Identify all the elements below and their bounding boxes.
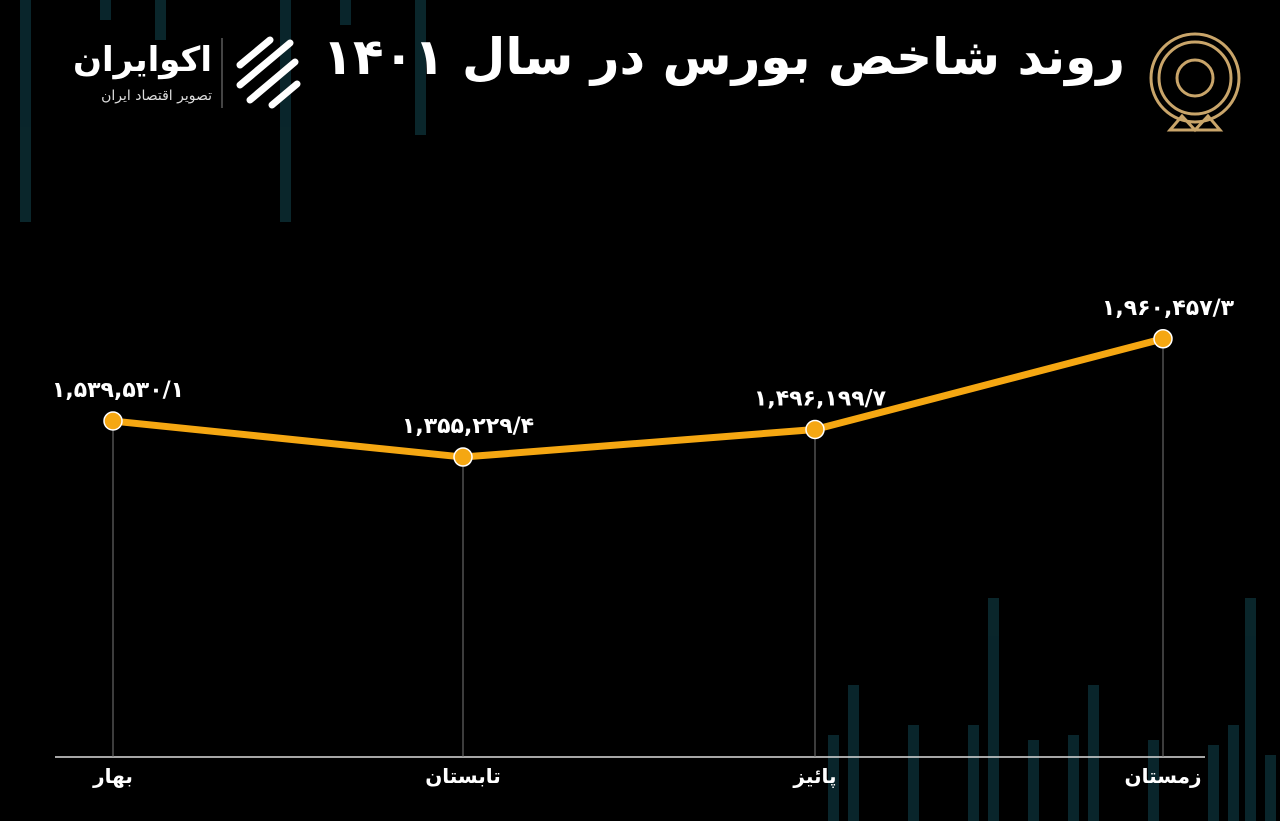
value-label: ۱,۳۵۵,۲۲۹/۴ (402, 414, 534, 439)
x-tick-label: بهار (92, 764, 133, 788)
point (103, 411, 123, 431)
background-decoration (20, 0, 1276, 821)
x-tick-label: پائیز (792, 764, 836, 789)
value-label: ۱,۵۳۹,۵۳۰/۱ (52, 378, 184, 403)
point (1153, 329, 1173, 349)
x-tick-label: تابستان (425, 764, 501, 788)
point (805, 419, 825, 440)
logo-emblem (1149, 32, 1241, 133)
value-label: ۱,۹۶۰,۴۵۷/۳ (1102, 296, 1235, 321)
title: روند شاخص بورس در سال ۱۴۰۱ (322, 28, 1126, 86)
point (453, 447, 473, 467)
tagline: تصویر اقتصاد ایران (101, 88, 212, 104)
brand: اکوایران (73, 40, 212, 80)
brand-icon (236, 36, 301, 109)
value-label: ۱,۴۹۶,۱۹۹/۷ (754, 387, 887, 412)
line (112, 335, 1164, 461)
x-tick-label: زمستان (1125, 764, 1202, 788)
